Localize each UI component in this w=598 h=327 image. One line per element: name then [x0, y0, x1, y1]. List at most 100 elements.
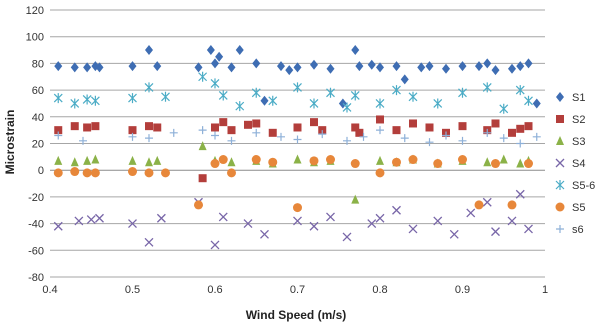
data-point	[491, 227, 500, 237]
data-point	[482, 82, 492, 93]
data-point	[153, 61, 162, 72]
data-point	[425, 123, 434, 132]
y-tick-label: -40	[28, 219, 44, 231]
data-point	[458, 155, 467, 165]
data-point	[54, 126, 63, 135]
legend-marker	[556, 225, 564, 233]
data-point	[458, 61, 467, 72]
data-point	[474, 200, 484, 210]
data-point	[277, 61, 285, 72]
data-point	[499, 103, 509, 114]
data-point	[145, 157, 153, 167]
legend-label: S5	[572, 202, 585, 214]
data-point	[482, 197, 492, 207]
data-point	[211, 58, 219, 69]
data-point	[83, 155, 92, 165]
data-point	[458, 136, 467, 145]
data-point	[227, 157, 236, 167]
data-point	[260, 229, 269, 239]
data-point	[355, 128, 364, 137]
data-point	[458, 122, 467, 131]
data-point	[326, 155, 335, 165]
data-point	[442, 131, 450, 140]
legend-label: S4	[572, 158, 585, 170]
data-point	[515, 189, 525, 199]
data-point	[491, 159, 500, 169]
data-point	[70, 98, 80, 109]
data-point	[144, 168, 154, 178]
series-s1	[54, 45, 541, 109]
data-point	[70, 167, 80, 177]
data-point	[515, 85, 525, 96]
legend-marker	[556, 136, 564, 145]
data-point	[483, 128, 492, 137]
data-point	[74, 216, 84, 226]
data-point	[367, 219, 377, 229]
data-point	[532, 132, 541, 141]
data-point	[475, 61, 483, 72]
legend-marker	[556, 115, 564, 123]
data-point	[128, 93, 137, 104]
data-point	[309, 221, 319, 231]
data-point	[235, 45, 244, 56]
data-point	[54, 131, 63, 140]
data-point	[359, 132, 368, 141]
series-s4	[53, 189, 533, 250]
data-point	[210, 78, 220, 89]
data-point	[433, 216, 443, 226]
data-point	[491, 119, 500, 128]
data-point	[293, 82, 302, 93]
data-point	[145, 134, 153, 143]
data-point	[53, 221, 63, 231]
data-point	[83, 62, 92, 73]
legend-label: S5-6	[572, 180, 595, 192]
x-tick-label: 0.4	[42, 284, 57, 296]
data-point	[524, 159, 533, 169]
data-point	[293, 203, 302, 213]
data-point	[376, 155, 384, 165]
data-point	[54, 61, 63, 72]
data-point	[355, 61, 364, 72]
data-point	[433, 159, 443, 169]
data-point	[198, 174, 207, 183]
legend-marker	[556, 92, 564, 102]
data-point	[516, 158, 525, 168]
x-axis-title: Wind Speed (m/s)	[246, 308, 347, 322]
data-point	[144, 237, 154, 247]
data-point	[516, 124, 525, 133]
data-point	[128, 167, 137, 177]
data-point	[499, 134, 508, 143]
legend-label: S3	[572, 136, 585, 148]
data-point	[400, 134, 409, 143]
data-point	[194, 62, 203, 73]
legend-label: S1	[572, 92, 585, 104]
data-point	[449, 229, 459, 239]
data-point	[227, 126, 236, 135]
data-point	[458, 87, 467, 98]
data-point	[326, 63, 335, 74]
data-point	[153, 155, 162, 165]
data-point	[210, 159, 220, 169]
data-point	[198, 71, 208, 82]
legend-item: S3	[556, 136, 585, 148]
data-point	[417, 62, 426, 73]
data-point	[218, 155, 228, 165]
data-point	[392, 205, 401, 215]
data-point	[244, 120, 252, 129]
data-point	[145, 45, 153, 56]
legend-item: S4	[555, 158, 585, 170]
data-point	[524, 95, 533, 106]
data-point	[491, 65, 500, 76]
data-point	[516, 139, 525, 148]
x-tick-labels: 0.4 0.5 0.6 0.7 0.8 0.9 1	[42, 284, 548, 296]
y-tick-label: -20	[28, 192, 44, 204]
data-point	[318, 126, 327, 135]
data-points	[53, 45, 541, 250]
data-point	[409, 119, 417, 128]
data-point	[392, 126, 401, 135]
x-tick-label: 1	[542, 284, 548, 296]
data-point	[91, 154, 100, 164]
data-point	[425, 61, 434, 72]
data-point	[310, 59, 318, 70]
data-point	[128, 155, 137, 165]
